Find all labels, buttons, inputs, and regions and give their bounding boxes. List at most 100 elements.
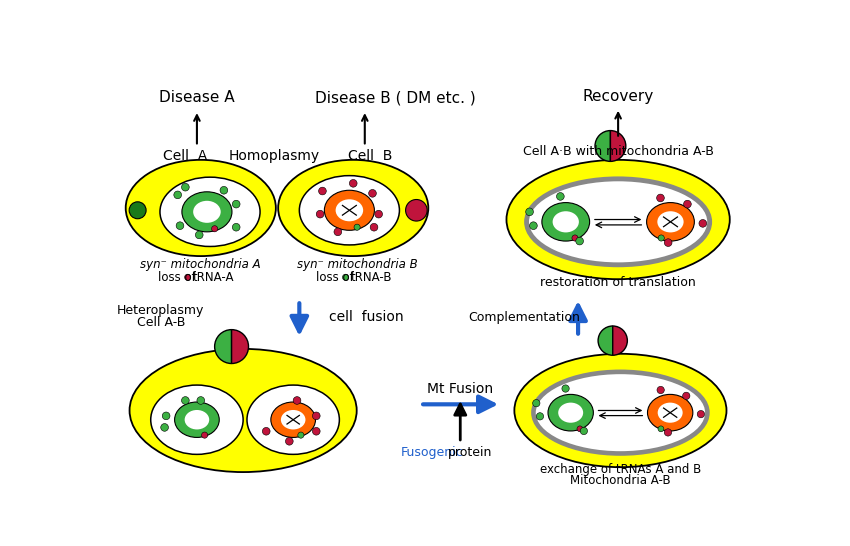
Text: syn⁻ mitochondria A: syn⁻ mitochondria A — [140, 258, 261, 271]
Text: Heteroplasmy: Heteroplasmy — [117, 304, 204, 317]
Circle shape — [525, 208, 534, 216]
Circle shape — [536, 413, 544, 420]
Circle shape — [656, 194, 665, 202]
Circle shape — [220, 186, 228, 194]
Circle shape — [697, 411, 705, 418]
Ellipse shape — [325, 190, 374, 230]
Circle shape — [201, 432, 207, 438]
Ellipse shape — [647, 203, 694, 241]
Ellipse shape — [280, 410, 305, 430]
Circle shape — [665, 239, 672, 246]
Circle shape — [196, 231, 203, 239]
Circle shape — [575, 237, 583, 245]
Circle shape — [533, 400, 540, 407]
Text: cell  fusion: cell fusion — [329, 310, 404, 324]
Text: Fusogenic: Fusogenic — [400, 446, 463, 459]
Ellipse shape — [247, 385, 339, 454]
Ellipse shape — [548, 394, 593, 431]
Text: Cell  B: Cell B — [348, 149, 393, 163]
Ellipse shape — [174, 402, 219, 437]
Text: Complementation: Complementation — [468, 311, 580, 324]
Circle shape — [313, 428, 320, 435]
Circle shape — [334, 228, 342, 236]
Circle shape — [129, 202, 146, 219]
Text: loss of: loss of — [316, 271, 358, 284]
Ellipse shape — [278, 160, 428, 256]
Circle shape — [683, 392, 690, 400]
Text: Mt Fusion: Mt Fusion — [428, 382, 493, 396]
Wedge shape — [598, 326, 613, 355]
Circle shape — [316, 210, 324, 218]
Circle shape — [405, 199, 428, 221]
Ellipse shape — [193, 201, 221, 223]
Text: restoration of translation: restoration of translation — [541, 276, 696, 289]
Text: Homoplasmy: Homoplasmy — [229, 149, 320, 163]
Circle shape — [581, 428, 587, 435]
Circle shape — [577, 426, 583, 432]
Ellipse shape — [182, 192, 232, 232]
Text: Disease B ( DM etc. ): Disease B ( DM etc. ) — [315, 90, 476, 105]
Circle shape — [572, 235, 578, 241]
Ellipse shape — [184, 410, 209, 430]
Text: tRNA-B: tRNA-B — [351, 271, 393, 284]
Wedge shape — [613, 326, 627, 355]
Circle shape — [683, 200, 691, 208]
Circle shape — [263, 428, 270, 435]
Circle shape — [184, 274, 190, 280]
Circle shape — [349, 180, 357, 187]
Text: syn⁻ mitochondria B: syn⁻ mitochondria B — [297, 258, 417, 271]
Ellipse shape — [126, 160, 276, 256]
Ellipse shape — [150, 385, 243, 454]
Circle shape — [657, 387, 665, 394]
Ellipse shape — [658, 402, 683, 423]
Text: Cell A-B: Cell A-B — [137, 316, 185, 329]
Text: Recovery: Recovery — [582, 89, 654, 104]
Circle shape — [370, 223, 378, 231]
Ellipse shape — [336, 199, 363, 221]
Circle shape — [182, 396, 190, 405]
Ellipse shape — [160, 177, 260, 246]
Wedge shape — [595, 130, 610, 162]
Ellipse shape — [648, 394, 693, 431]
Ellipse shape — [552, 211, 579, 233]
Ellipse shape — [558, 402, 583, 423]
Ellipse shape — [514, 354, 727, 467]
Wedge shape — [610, 130, 626, 162]
Circle shape — [343, 274, 348, 280]
Ellipse shape — [129, 349, 357, 472]
Circle shape — [354, 224, 360, 230]
Text: Mitochondria A-B: Mitochondria A-B — [570, 474, 671, 487]
Circle shape — [562, 385, 570, 392]
Circle shape — [286, 437, 293, 445]
Ellipse shape — [657, 211, 683, 233]
Ellipse shape — [542, 203, 590, 241]
Ellipse shape — [507, 160, 730, 279]
Ellipse shape — [271, 402, 315, 437]
Circle shape — [182, 183, 190, 191]
Circle shape — [530, 222, 537, 229]
Circle shape — [298, 432, 304, 438]
Circle shape — [293, 396, 301, 405]
Circle shape — [162, 412, 170, 420]
Text: loss of: loss of — [158, 271, 200, 284]
Circle shape — [232, 200, 240, 208]
Circle shape — [319, 187, 326, 195]
Text: Disease A: Disease A — [159, 90, 235, 105]
Circle shape — [176, 222, 184, 229]
Text: tRNA-A: tRNA-A — [193, 271, 235, 284]
Circle shape — [658, 426, 664, 432]
Wedge shape — [231, 330, 248, 364]
Circle shape — [161, 424, 168, 431]
Circle shape — [375, 210, 383, 218]
Circle shape — [197, 396, 205, 405]
Circle shape — [699, 219, 706, 227]
Circle shape — [658, 235, 665, 241]
Circle shape — [232, 223, 240, 231]
Circle shape — [313, 412, 320, 420]
Circle shape — [557, 193, 564, 200]
Ellipse shape — [299, 176, 400, 245]
Circle shape — [665, 429, 672, 436]
Text: Cell  A: Cell A — [163, 149, 207, 163]
Ellipse shape — [526, 179, 710, 265]
Text: protein: protein — [448, 446, 492, 459]
